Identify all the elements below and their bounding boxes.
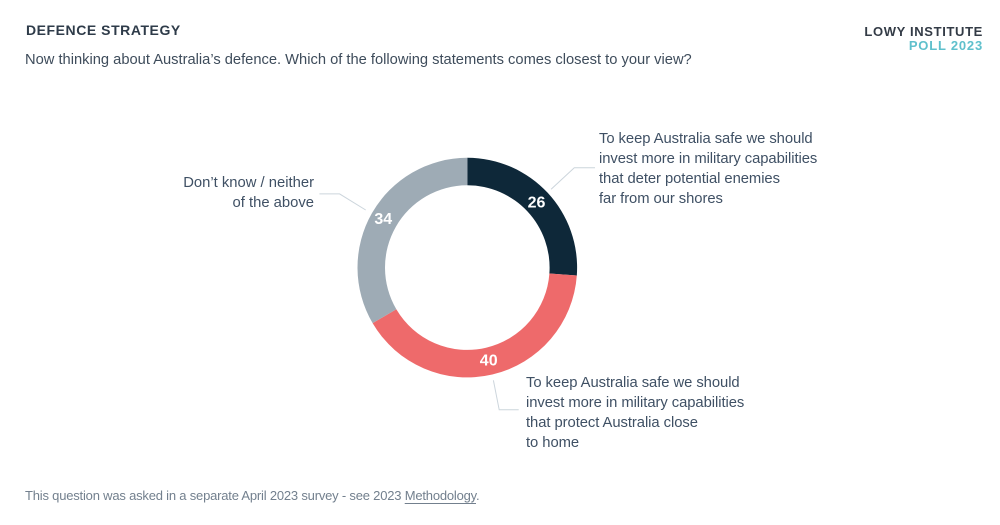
svg-text:34: 34 <box>374 211 392 228</box>
svg-text:40: 40 <box>480 353 498 370</box>
svg-text:26: 26 <box>528 194 546 211</box>
